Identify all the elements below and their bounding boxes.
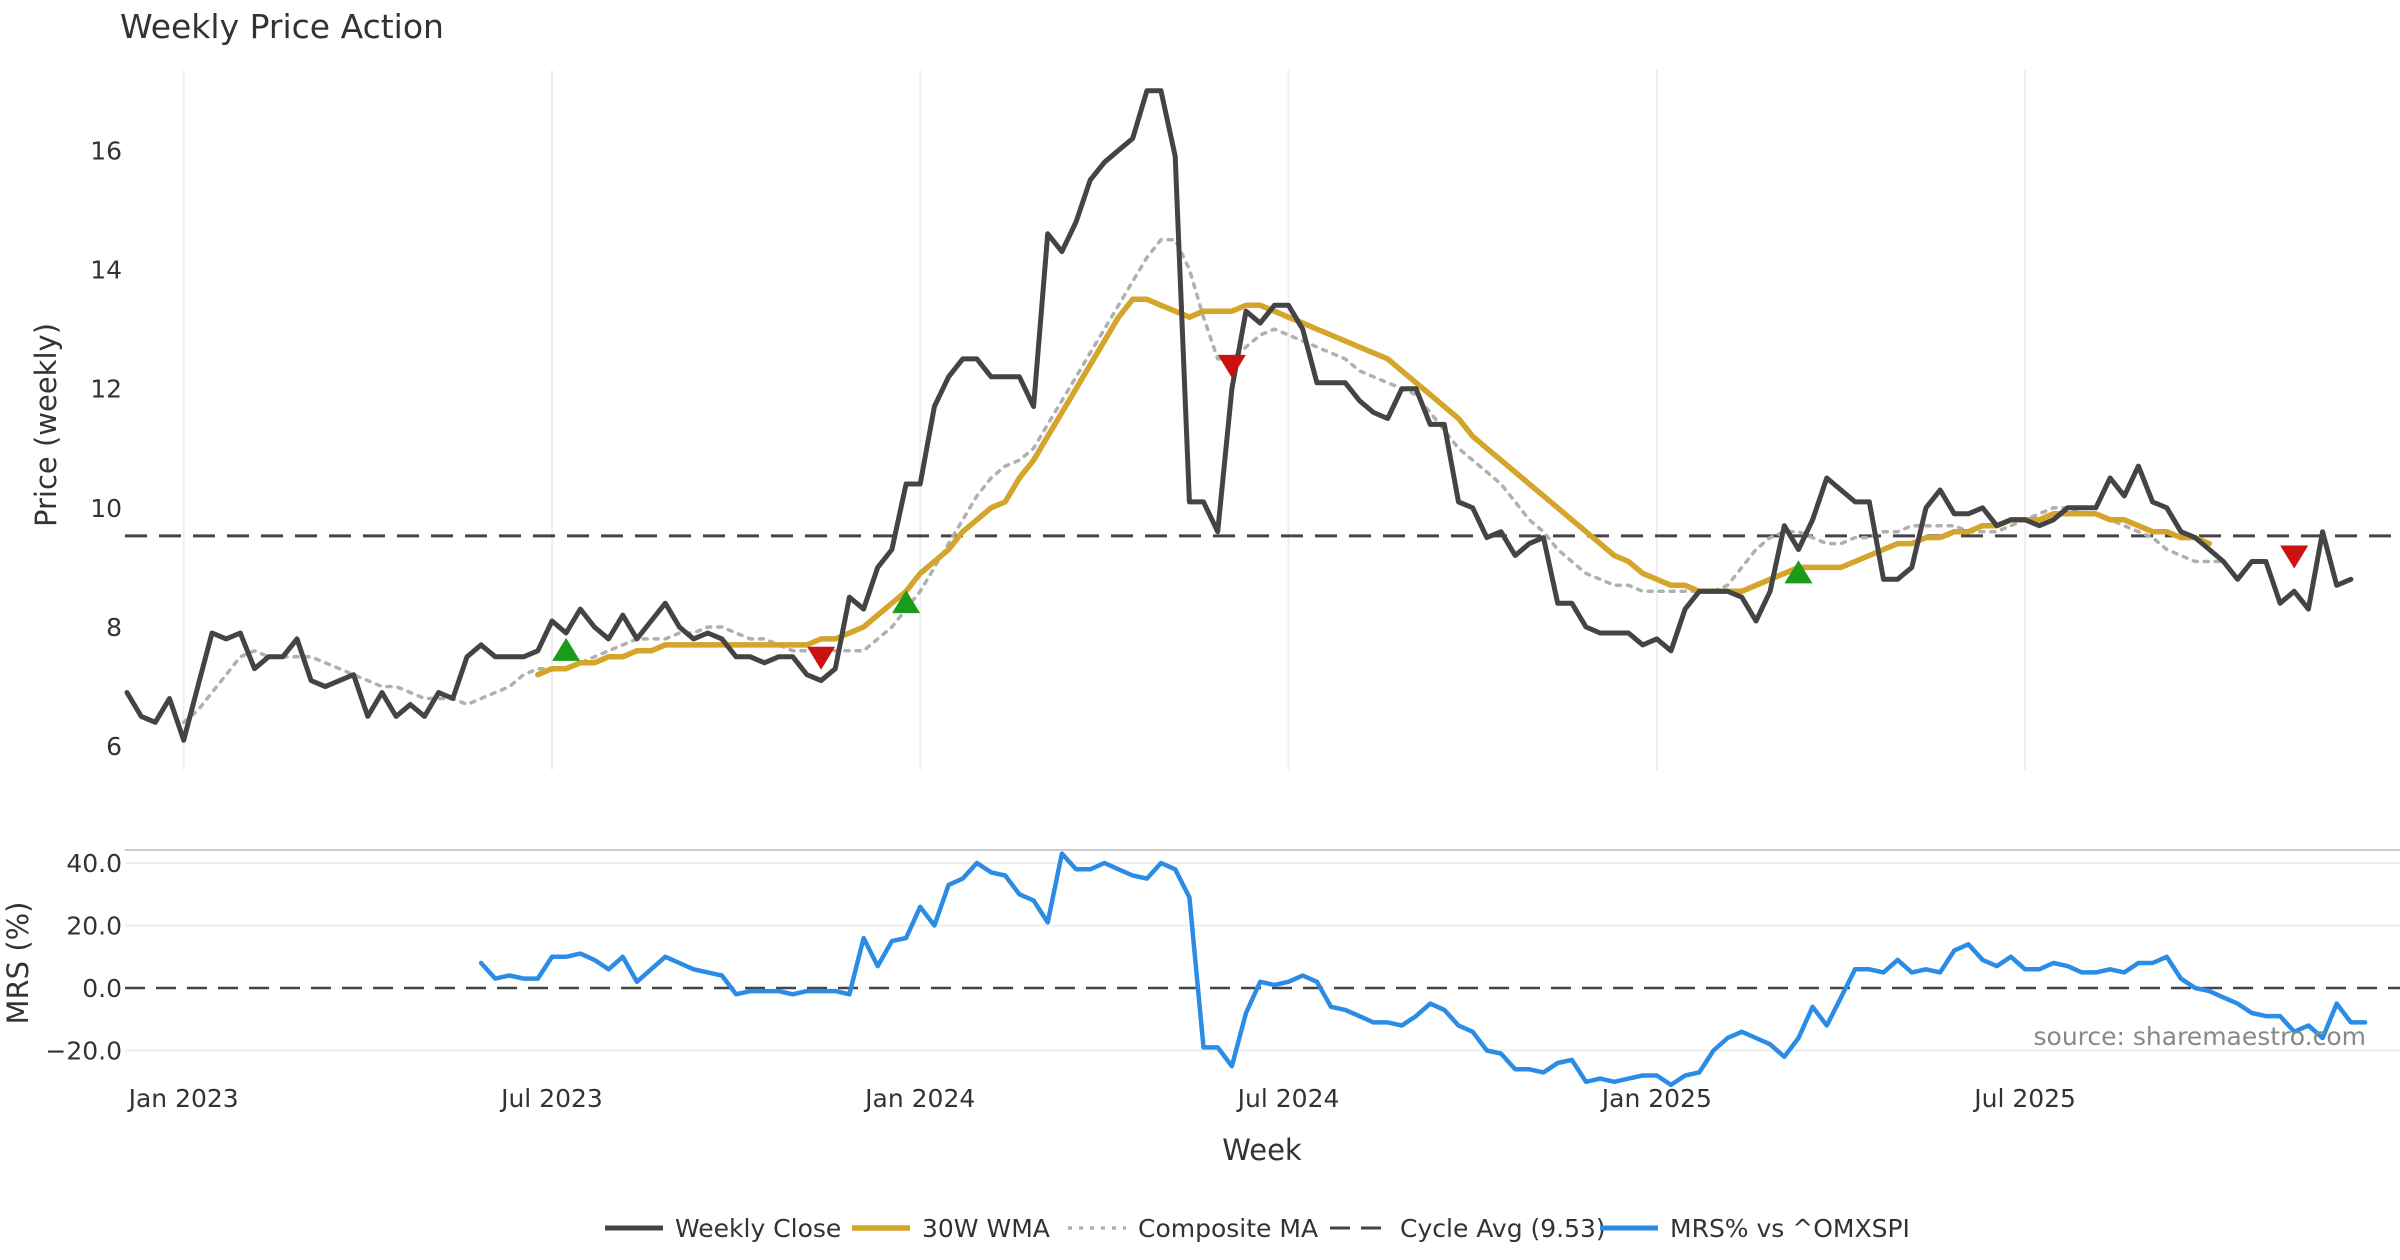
x-tick-label: Jan 2025	[1600, 1084, 1712, 1113]
mrs-y-tick-label: 0.0	[82, 974, 122, 1003]
price-y-ticks: 6 8 10 12 14 16	[90, 136, 122, 761]
mrs-vs-omxspi-line	[478, 851, 2368, 1088]
price-y-tick-label: 6	[106, 732, 122, 761]
chart-legend: Weekly Close 30W WMA Composite MA Cycle Avg…	[605, 1214, 1910, 1243]
x-tick-label: Jan 2023	[127, 1084, 239, 1113]
mrs-y-tick-label: −20.0	[45, 1037, 122, 1066]
30w-wma-line	[535, 296, 2213, 678]
x-tick-label: Jul 2025	[1972, 1084, 2076, 1113]
mrs-series-line	[478, 851, 2368, 1088]
legend-label-weekly-close: Weekly Close	[675, 1214, 841, 1243]
weekly-close-line	[124, 88, 2354, 743]
buy-signal-marker	[892, 590, 921, 614]
price-panel: 6 8 10 12 14 16 Price (weekly)	[29, 70, 2400, 770]
source-note: source: sharemaestro.com	[2034, 1022, 2367, 1051]
sell-signal-marker	[2280, 545, 2309, 569]
mrs-panel: 40.0 20.0 0.0 −20.0 MRS (%) source: sharema…	[1, 849, 2400, 1088]
price-y-tick-label: 16	[90, 136, 122, 165]
chart-title: Weekly Price Action	[120, 7, 444, 46]
mrs-gridlines	[125, 862, 2400, 1052]
price-y-axis-label: Price (weekly)	[29, 323, 63, 527]
x-tick-label: Jul 2023	[499, 1084, 603, 1113]
legend-label-mrs-vs-omxspi: MRS% vs ^OMXSPI	[1670, 1214, 1910, 1243]
mrs-y-axis-label: MRS (%)	[1, 902, 35, 1025]
signal-markers	[552, 354, 2309, 670]
legend-label-cycle-avg-9-53: Cycle Avg (9.53)	[1400, 1214, 1606, 1243]
price-y-tick-label: 12	[90, 375, 122, 404]
mrs-y-tick-label: 40.0	[66, 849, 122, 878]
x-axis-label: Week	[1222, 1133, 1302, 1167]
buy-signal-marker	[1784, 560, 1813, 584]
price-series-lines	[124, 88, 2354, 743]
mrs-y-tick-label: 20.0	[66, 912, 122, 941]
x-tick-label: Jan 2024	[863, 1084, 975, 1113]
composite-ma-line	[181, 237, 2226, 725]
x-tick-label: Jul 2024	[1236, 1084, 1340, 1113]
x-axis-ticks: Jan 2023 Jul 2023 Jan 2024 Jul 2024 Jan 2025…	[127, 1084, 2076, 1113]
legend-label-composite-ma: Composite MA	[1138, 1214, 1318, 1243]
sell-signal-marker	[807, 646, 836, 670]
price-gridlines	[182, 70, 2027, 770]
buy-signal-marker	[552, 637, 581, 661]
sell-signal-marker	[1217, 354, 1246, 378]
price-y-tick-label: 8	[106, 613, 122, 642]
price-y-tick-label: 10	[90, 494, 122, 523]
legend-label-30w-wma: 30W WMA	[922, 1214, 1050, 1243]
mrs-y-ticks: 40.0 20.0 0.0 −20.0	[45, 849, 122, 1066]
price-y-tick-label: 14	[90, 256, 122, 285]
